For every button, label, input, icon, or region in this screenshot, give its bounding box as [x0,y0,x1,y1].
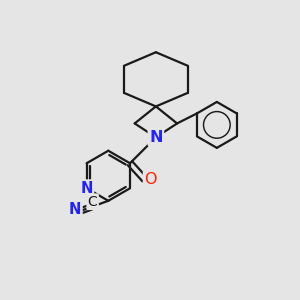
Text: N: N [149,130,163,145]
Text: C: C [88,195,98,209]
Text: N: N [80,181,93,196]
Text: N: N [69,202,81,217]
Text: O: O [144,172,157,187]
